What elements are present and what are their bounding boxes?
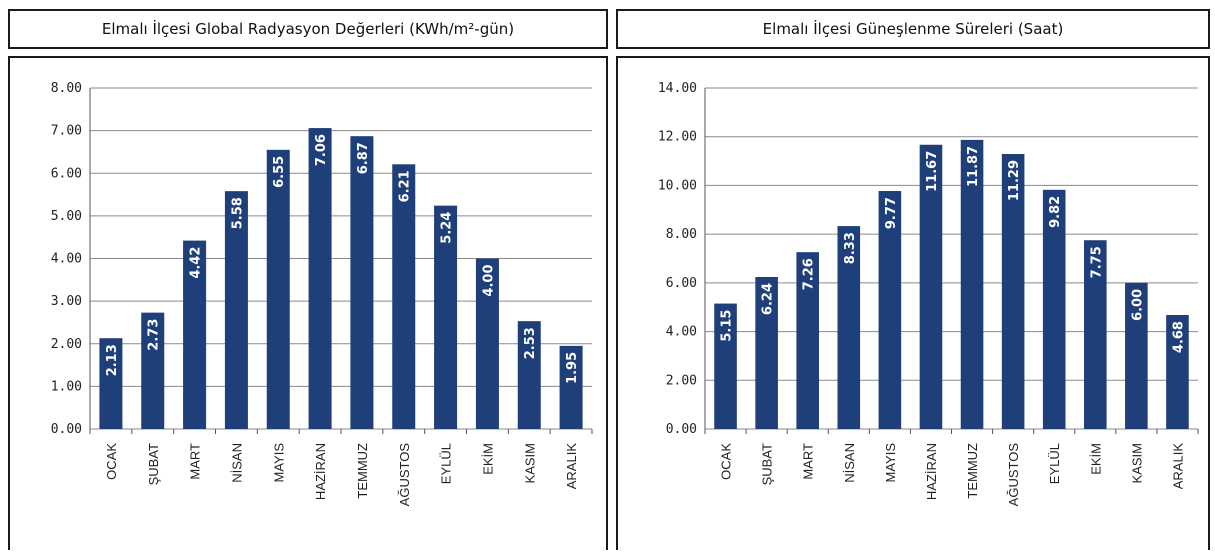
bar [1125, 282, 1148, 429]
y-tick-label: 6.00 [51, 166, 82, 181]
data-label: 7.26 [802, 258, 817, 290]
x-category-label: EYLÜL [1047, 443, 1062, 484]
x-category-label: AĞUSTOS [397, 443, 412, 507]
x-category-label: OCAK [719, 443, 734, 480]
bar [434, 205, 458, 429]
data-label: 6.55 [272, 156, 287, 188]
x-category-label: NİSAN [842, 443, 857, 483]
data-label: 6.87 [356, 142, 371, 174]
bar [1083, 240, 1107, 429]
bar [308, 128, 332, 429]
bar [919, 144, 943, 429]
x-category-label: KASIM [1129, 443, 1144, 483]
y-tick-label: 12.00 [658, 130, 697, 145]
x-category-label: AĞUSTOS [1006, 443, 1021, 507]
x-category-label: HAZİRAN [924, 443, 939, 500]
data-label: 11.67 [925, 151, 940, 192]
sunshine-chart-panel: 0.00 2.00 4.00 6.00 8.00 10.00 12.00 14.00 5.15 O… [616, 56, 1210, 550]
y-tick-label: 8.00 [51, 81, 82, 96]
x-category-label: MART [188, 443, 203, 480]
data-label: 9.82 [1048, 196, 1063, 228]
data-label: 4.42 [189, 247, 204, 279]
x-category-label: MAYIS [271, 443, 286, 483]
bar [99, 338, 123, 429]
y-tick-label: 7.00 [51, 124, 82, 139]
data-label: 2.53 [523, 327, 538, 359]
y-tick-label: 8.00 [666, 227, 697, 242]
data-label: 5.15 [720, 310, 735, 342]
y-tick-label: 14.00 [658, 81, 697, 96]
data-label: 9.77 [884, 197, 899, 229]
bar [517, 321, 541, 429]
y-tick-label: 5.00 [51, 209, 82, 224]
bar [1001, 154, 1025, 429]
chart-title-radiation: Elmalı İlçesi Global Radyasyon Değerleri… [8, 9, 608, 49]
y-tick-label: 1.00 [51, 379, 82, 394]
x-category-label: ARALIK [1170, 443, 1185, 490]
bar [1042, 189, 1066, 429]
x-category-label: EYLÜL [439, 443, 454, 484]
bar [141, 312, 165, 429]
x-category-label: HAZİRAN [313, 443, 328, 500]
bar [837, 226, 861, 429]
data-label: 4.00 [481, 264, 496, 296]
x-category-label: EKİM [1088, 443, 1103, 475]
bar [714, 303, 737, 429]
data-label: 2.73 [147, 319, 162, 351]
y-tick-label: 0.00 [51, 422, 82, 437]
bar [755, 277, 778, 429]
bar [960, 139, 984, 429]
y-tick-label: 6.00 [666, 276, 697, 291]
x-category-label: ARALIK [564, 443, 579, 490]
bar [796, 252, 820, 429]
sunshine-bar-chart: 0.00 2.00 4.00 6.00 8.00 10.00 12.00 14.00 5.15 O… [658, 81, 1199, 507]
data-label: 4.68 [1171, 321, 1186, 353]
y-tick-label: 3.00 [51, 294, 82, 309]
data-label: 6.24 [761, 283, 776, 315]
x-category-label: EKİM [480, 443, 495, 475]
x-category-label: ŞUBAT [760, 443, 775, 485]
bar [475, 258, 499, 429]
x-category-label: ŞUBAT [146, 443, 161, 485]
y-tick-label: 2.00 [666, 373, 697, 388]
x-category-label: KASIM [522, 443, 537, 483]
data-label: 2.13 [105, 344, 120, 376]
y-tick-label: 2.00 [51, 337, 82, 352]
bar [224, 191, 248, 429]
bar [559, 345, 583, 429]
radiation-chart-panel: 0.00 1.00 2.00 3.00 4.00 5.00 6.00 7.00 8.00 2.13… [8, 56, 608, 550]
y-tick-label: 4.00 [51, 252, 82, 267]
data-label: 5.24 [440, 212, 455, 244]
data-label: 7.06 [314, 134, 329, 166]
bar [878, 191, 902, 429]
bar [392, 164, 416, 429]
chart-title-text: Elmalı İlçesi Güneşlenme Süreleri (Saat) [762, 20, 1064, 38]
radiation-bar-chart: 0.00 1.00 2.00 3.00 4.00 5.00 6.00 7.00 8.00 2.13… [51, 81, 593, 507]
bar [1166, 315, 1189, 429]
bar [266, 149, 290, 429]
x-category-label: MAYIS [883, 443, 898, 483]
data-label: 6.21 [398, 170, 413, 202]
x-category-label: MART [801, 443, 816, 480]
x-category-label: NİSAN [229, 443, 244, 483]
y-tick-label: 0.00 [666, 422, 697, 437]
bar [350, 136, 374, 429]
data-label: 8.33 [843, 232, 858, 264]
y-tick-label: 4.00 [666, 325, 697, 340]
data-label: 5.58 [230, 197, 245, 229]
chart-title-sunshine: Elmalı İlçesi Güneşlenme Süreleri (Saat) [616, 9, 1210, 49]
x-category-label: OCAK [104, 443, 119, 480]
x-category-label: TEMMUZ [355, 443, 370, 499]
data-label: 1.95 [565, 352, 580, 384]
data-label: 6.00 [1130, 289, 1145, 321]
chart-title-text: Elmalı İlçesi Global Radyasyon Değerleri… [101, 20, 515, 38]
data-label: 11.87 [966, 146, 981, 187]
x-category-label: TEMMUZ [965, 443, 980, 499]
data-label: 11.29 [1007, 160, 1022, 201]
y-tick-label: 10.00 [658, 178, 697, 193]
bar [183, 240, 207, 429]
data-label: 7.75 [1089, 246, 1104, 278]
